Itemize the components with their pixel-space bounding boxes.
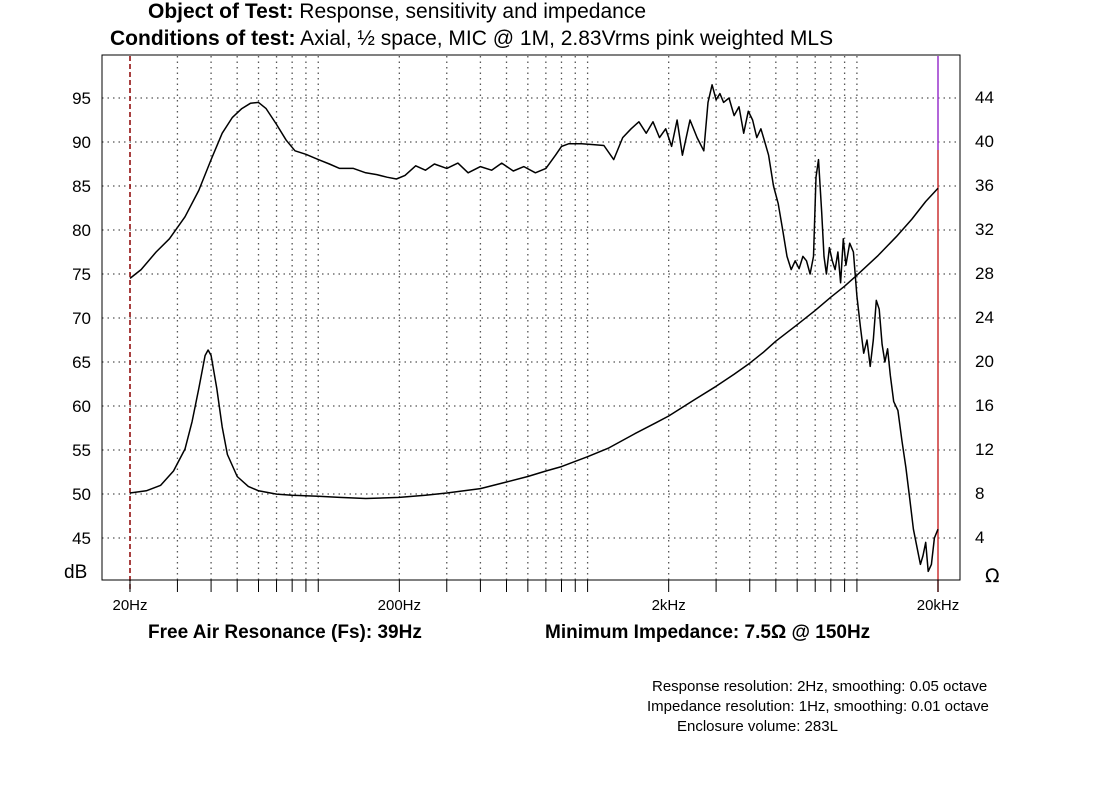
- y-left-tick-label: 45: [72, 529, 91, 548]
- frequency-range-markers: [129, 56, 939, 592]
- x-tick-label: 20kHz: [917, 597, 960, 614]
- y-right-tick-label: 28: [975, 264, 994, 283]
- y-right-tick-label: 32: [975, 220, 994, 239]
- left-axis-ticks: 95 90 85 80 75 70 65 60 55 50 45: [72, 89, 91, 548]
- minimum-impedance: Minimum Impedance: 7.5Ω @ 150Hz: [545, 622, 871, 643]
- x-tick-label: 2kHz: [652, 597, 686, 614]
- chart-grid: [102, 56, 960, 580]
- y-left-tick-label: 80: [72, 221, 91, 240]
- y-left-tick-label: 60: [72, 397, 91, 416]
- y-right-tick-label: 12: [975, 440, 994, 459]
- x-tick-label: 200Hz: [378, 597, 421, 614]
- conditions-of-test-value: Axial, ½ space, MIC @ 1M, 2.83Vrms pink …: [300, 27, 834, 50]
- x-tick-label: 20Hz: [112, 597, 147, 614]
- y-right-tick-label: 16: [975, 396, 994, 415]
- response-curve: [129, 84, 939, 573]
- y-right-tick-label: 44: [975, 88, 994, 107]
- y-left-tick-label: 85: [72, 177, 91, 196]
- y-right-axis-label: Ω: [985, 565, 1000, 587]
- impedance-resolution-note: Impedance resolution: 1Hz, smoothing: 0.…: [647, 698, 989, 715]
- y-left-tick-label: 65: [72, 353, 91, 372]
- conditions-of-test: Conditions of test: Axial, ½ space, MIC …: [110, 27, 833, 51]
- y-right-tick-label: 20: [975, 352, 994, 371]
- object-of-test-label: Object of Test:: [148, 0, 294, 23]
- y-left-tick-label: 90: [72, 133, 91, 152]
- conditions-of-test-label: Conditions of test:: [110, 27, 296, 50]
- response-impedance-chart: 95 90 85 80 75 70 65 60 55 50 45 44 40 36 32 28 24 20 16 1…: [64, 54, 1000, 614]
- x-axis-ticks: 20Hz 200Hz 2kHz 20kHz: [112, 580, 959, 614]
- chart-series: [129, 84, 939, 573]
- enclosure-volume-note: Enclosure volume: 283L: [677, 718, 838, 735]
- y-right-tick-label: 4: [975, 528, 984, 547]
- response-resolution-note: Response resolution: 2Hz, smoothing: 0.0…: [652, 678, 988, 695]
- plot-frame: [101, 54, 961, 581]
- y-right-tick-label: 8: [975, 484, 984, 503]
- free-air-resonance: Free Air Resonance (Fs): 39Hz: [148, 622, 422, 643]
- y-left-axis-label: dB: [64, 562, 87, 583]
- y-left-tick-label: 55: [72, 441, 91, 460]
- impedance-curve: [129, 187, 939, 500]
- y-right-tick-label: 40: [975, 132, 994, 151]
- y-left-tick-label: 95: [72, 89, 91, 108]
- y-right-tick-label: 24: [975, 308, 994, 327]
- object-of-test: Object of Test: Response, sensitivity an…: [148, 0, 646, 24]
- y-left-tick-label: 75: [72, 265, 91, 284]
- object-of-test-value: Response, sensitivity and impedance: [299, 0, 646, 23]
- y-left-tick-label: 70: [72, 309, 91, 328]
- right-axis-ticks: 44 40 36 32 28 24 20 16 12 8 4: [975, 88, 994, 547]
- y-left-tick-label: 50: [72, 485, 91, 504]
- y-right-tick-label: 36: [975, 176, 994, 195]
